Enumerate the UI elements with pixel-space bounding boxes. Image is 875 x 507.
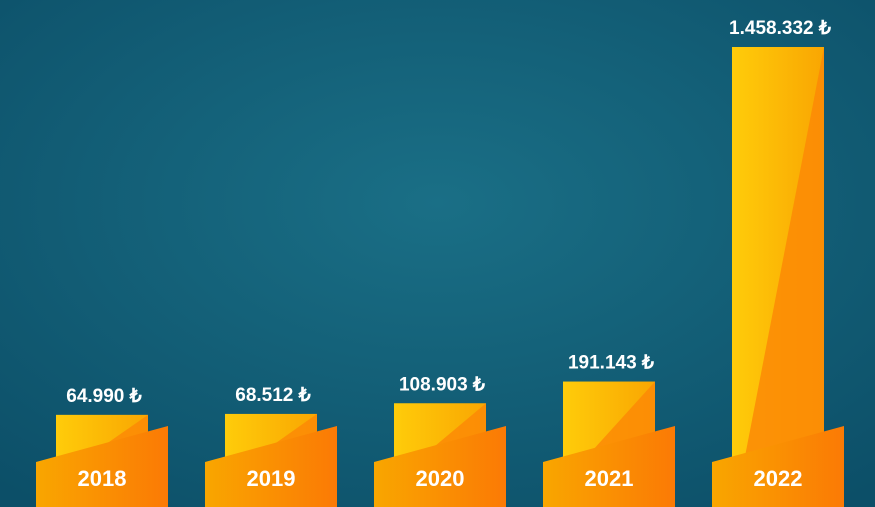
- category-label: 2020: [416, 466, 465, 491]
- value-label: 68.512 ₺: [235, 385, 310, 406]
- category-label: 2019: [247, 466, 296, 491]
- value-label: 1.458.332 ₺: [729, 18, 831, 39]
- category-label: 2021: [585, 466, 634, 491]
- chart: 64.990 ₺ 2018 68.512 ₺ 2019 108.903 ₺ 2020 191…: [0, 0, 875, 507]
- value-label: 191.143 ₺: [568, 353, 654, 374]
- page: 64.990 ₺ 2018 68.512 ₺ 2019 108.903 ₺ 2020 191…: [0, 0, 875, 507]
- value-label: 64.990 ₺: [66, 386, 141, 407]
- category-label: 2022: [754, 466, 803, 491]
- value-label: 108.903 ₺: [399, 374, 485, 395]
- category-label: 2018: [78, 466, 127, 491]
